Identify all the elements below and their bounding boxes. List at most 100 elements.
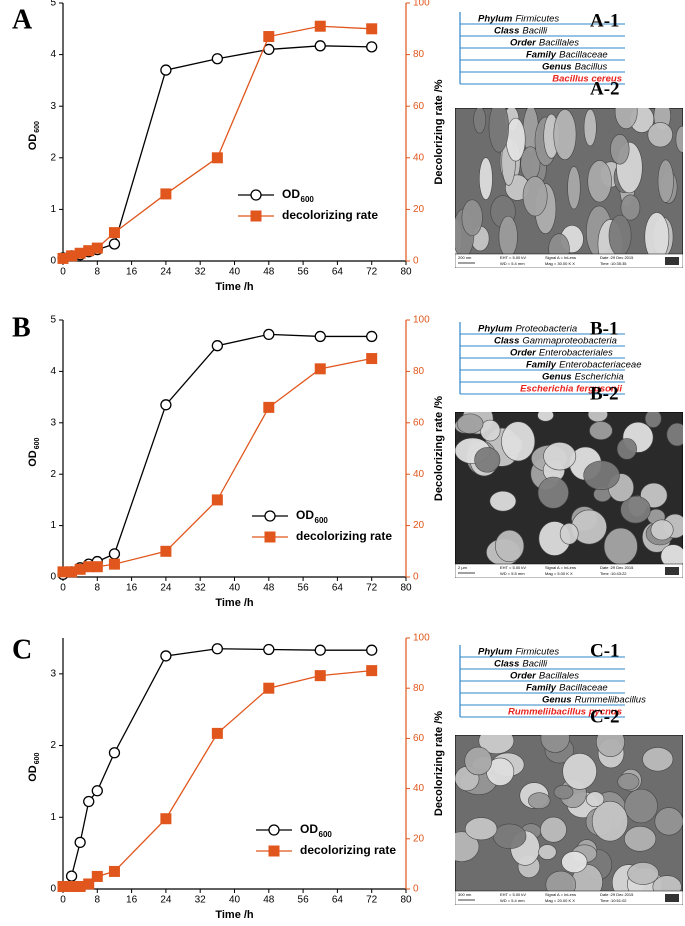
sem-logo [665,567,679,575]
tree-taxon: Bacillaceae [559,683,608,694]
data-point [74,836,86,849]
data-point [160,188,172,200]
sem-particle [559,523,579,545]
sem-info-text: WD = 5.4 mm [500,261,525,266]
x-tick-label: 80 [400,583,412,594]
y-tick-label: 5 [50,0,56,9]
sem-particle [553,784,574,800]
y2-tick-label: 100 [413,315,430,326]
data-point [263,328,275,341]
y2-tick-label: 20 [413,520,425,531]
data-point [108,865,120,877]
tree-rank: Order [510,671,537,682]
x-tick-label: 56 [298,895,310,906]
y-tick-label: 0 [50,884,56,895]
sem-info-text: EHT = 5.00 kV [500,565,526,570]
sem-particle [616,438,637,460]
x-tick-label: 0 [60,267,66,278]
tree-rank: Class [494,659,519,670]
sem-info-text: WD = 5.5 mm [500,571,525,576]
sem-particle [657,159,674,203]
sem-particle [553,109,577,161]
y-tick-label: 0 [50,256,56,267]
y-tick-label: 0 [50,572,56,583]
legend-label: decolorizing rate [282,208,378,222]
data-point [91,870,103,882]
y2-tick-label: 60 [413,417,425,428]
y-axis-title: OD [27,134,39,151]
tree-rank: Family [526,683,557,694]
sem-particle [614,108,638,130]
x-tick-label: 16 [126,895,138,906]
sem-particle [492,823,527,849]
data-point [366,330,378,343]
data-point [108,558,120,570]
sem-particle [620,194,641,221]
sem-particle [495,529,525,563]
data-point [211,727,223,739]
data-point [160,64,172,76]
y-tick-label: 3 [50,668,56,679]
sem-particle [666,422,683,447]
x-axis-title: Time /h [215,597,254,609]
legend-swatch-marker [250,210,262,222]
tree-taxon: Bacillales [539,38,579,49]
sem-particle [461,199,483,237]
tree-label: C-1 [590,640,620,661]
tree-rank: Class [494,26,519,37]
tree-rank: Genus [542,695,572,706]
sem-particle [567,166,581,210]
tree-rank: Genus [542,372,572,383]
legend-swatch-marker [268,824,280,836]
sem-particle [474,447,501,473]
sem-particle [456,413,484,434]
tree-taxon: Firmicutes [515,14,559,25]
x-tick-label: 32 [195,267,207,278]
sem-info-text: Mag = 20.00 K X [545,898,575,903]
data-point [263,31,275,43]
data-point [314,670,326,682]
x-tick-label: 0 [60,895,66,906]
sem-info-text: Date :29 Dec 2015 [600,892,634,897]
y-tick-label: 2 [50,469,56,480]
sem-particle [624,826,657,852]
y-tick-label: 1 [50,204,56,215]
data-point [366,353,378,365]
image-label: B-2 [590,383,619,404]
x-tick-label: 48 [263,267,275,278]
x-tick-label: 16 [126,267,138,278]
data-point [211,152,223,164]
y-tick-label: 1 [50,812,56,823]
x-tick-label: 40 [229,895,241,906]
tree-species: Rummeliibacillus pycnus [508,707,622,718]
y-tick-label: 2 [50,740,56,751]
y2-tick-label: 60 [413,101,425,112]
y2-tick-label: 60 [413,733,425,744]
sem-particle [537,476,569,509]
x-tick-label: 8 [95,267,101,278]
data-point [263,682,275,694]
y2-tick-label: 0 [413,256,419,267]
tree-label: A-1 [590,10,620,31]
sem-info-text: EHT = 5.00 kV [500,892,526,897]
sem-info-text: Signal A = InLens [545,565,576,570]
tree-taxon: Gammaproteobacteria [522,336,617,347]
sem-particle [675,125,683,153]
data-point [108,227,120,239]
x-tick-label: 80 [400,267,412,278]
tree-species: Escherichia fergusonii [520,384,622,395]
y-tick-label: 4 [50,49,56,60]
x-tick-label: 64 [332,895,344,906]
data-point [314,40,326,52]
sem-particle [610,134,630,165]
x-tick-label: 24 [160,267,172,278]
data-point [366,644,378,656]
sem-info-text: WD = 5.4 mm [500,898,525,903]
sem-particle [603,527,638,565]
tree-taxon: Rummeliibacillus [575,695,647,706]
data-point [263,401,275,413]
data-point [366,41,378,53]
x-tick-label: 40 [229,267,241,278]
sem-particle [498,215,518,258]
